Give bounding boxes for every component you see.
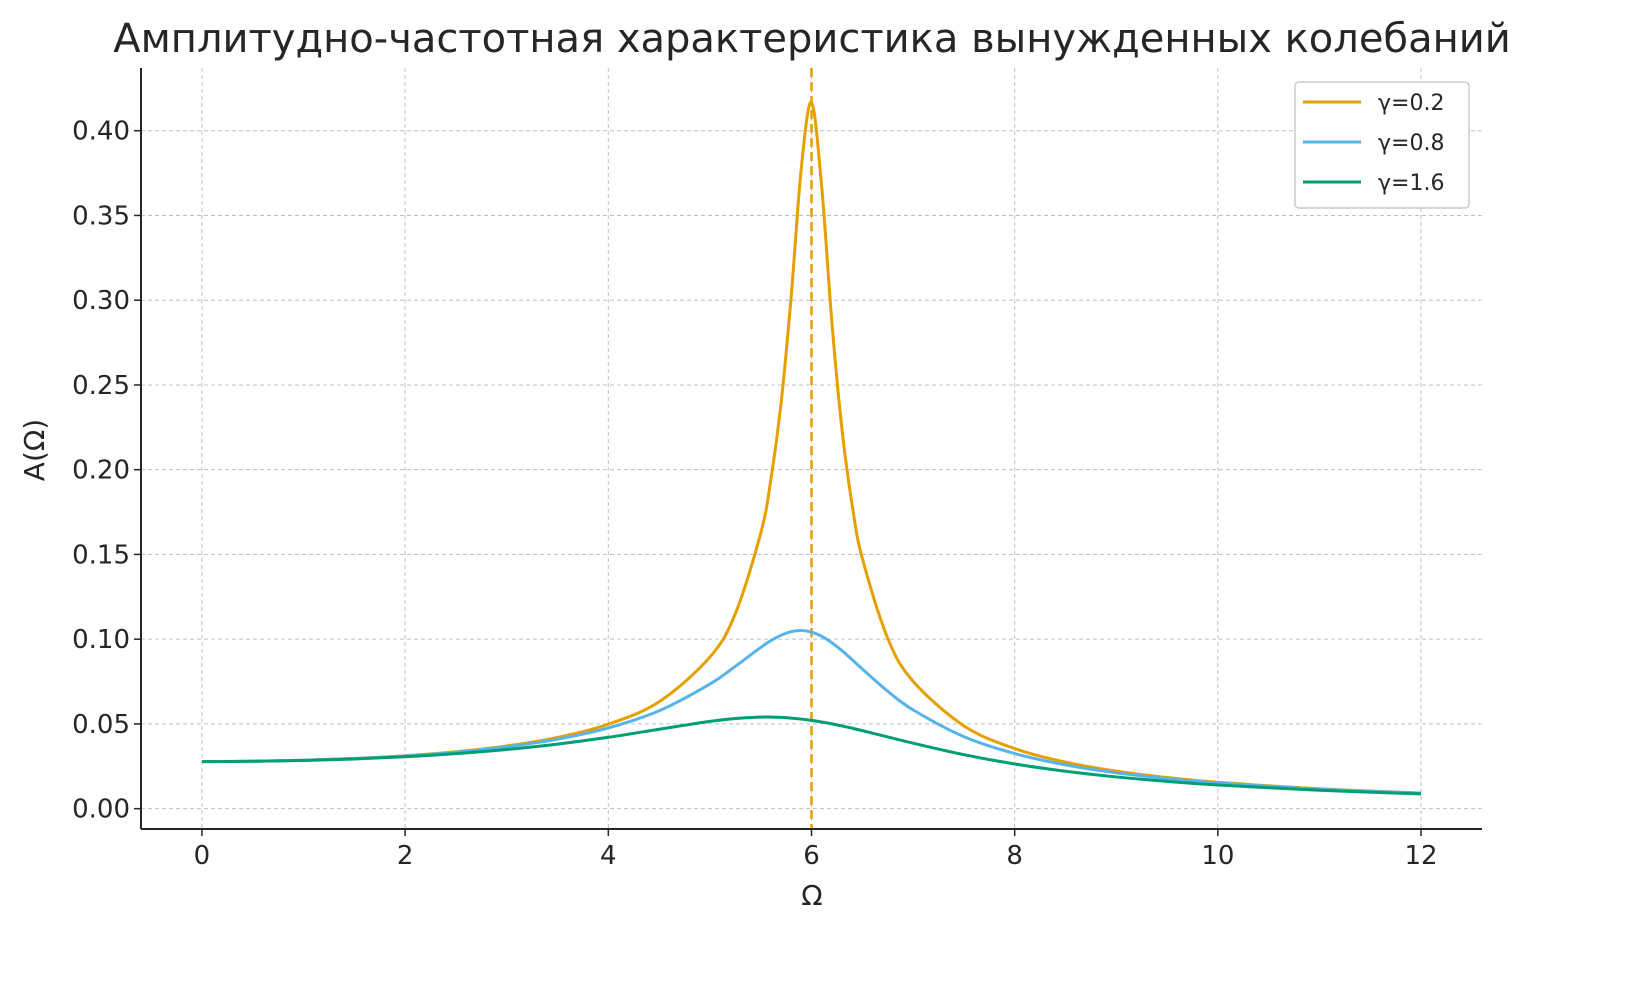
x-tick-label: 0 <box>194 841 211 871</box>
y-tick-label: 0.00 <box>72 795 130 825</box>
series-line-3 <box>201 715 1422 796</box>
legend-label: γ=0.2 <box>1378 91 1444 116</box>
x-axis-label: Ω <box>801 879 822 912</box>
y-tick-label: 0.40 <box>72 117 130 147</box>
x-tick-label: 6 <box>803 841 820 871</box>
y-tick-label: 0.30 <box>72 286 130 316</box>
x-tick-label: 4 <box>600 841 617 871</box>
y-tick-label: 0.25 <box>72 371 130 401</box>
y-tick-label: 0.10 <box>72 625 130 655</box>
y-tick-label: 0.20 <box>72 456 130 486</box>
y-ticks: 0.00 0.05 0.10 0.15 0.20 0.25 0.30 0.35 0.40 <box>72 117 141 825</box>
x-tick-label: 2 <box>397 841 414 871</box>
legend-label: γ=1.6 <box>1378 171 1444 196</box>
x-tick-label: 8 <box>1006 841 1023 871</box>
x-tick-label: 12 <box>1404 841 1437 871</box>
x-ticks: 0 2 4 6 8 10 12 <box>194 829 1438 871</box>
series-line-2 <box>201 629 1422 795</box>
y-axis-label: A(Ω) <box>18 419 51 481</box>
x-tick-label: 10 <box>1201 841 1234 871</box>
chart-title: Амплитудно-частотная характеристика выну… <box>113 16 1511 62</box>
y-tick-label: 0.35 <box>72 201 130 231</box>
series-group <box>201 100 1422 796</box>
legend-box <box>1294 81 1470 209</box>
y-tick-label: 0.05 <box>72 710 130 740</box>
y-tick-label: 0.15 <box>72 540 130 570</box>
legend-label: γ=0.8 <box>1378 131 1444 156</box>
legend: γ=0.2 γ=0.8 γ=1.6 <box>1294 81 1470 209</box>
